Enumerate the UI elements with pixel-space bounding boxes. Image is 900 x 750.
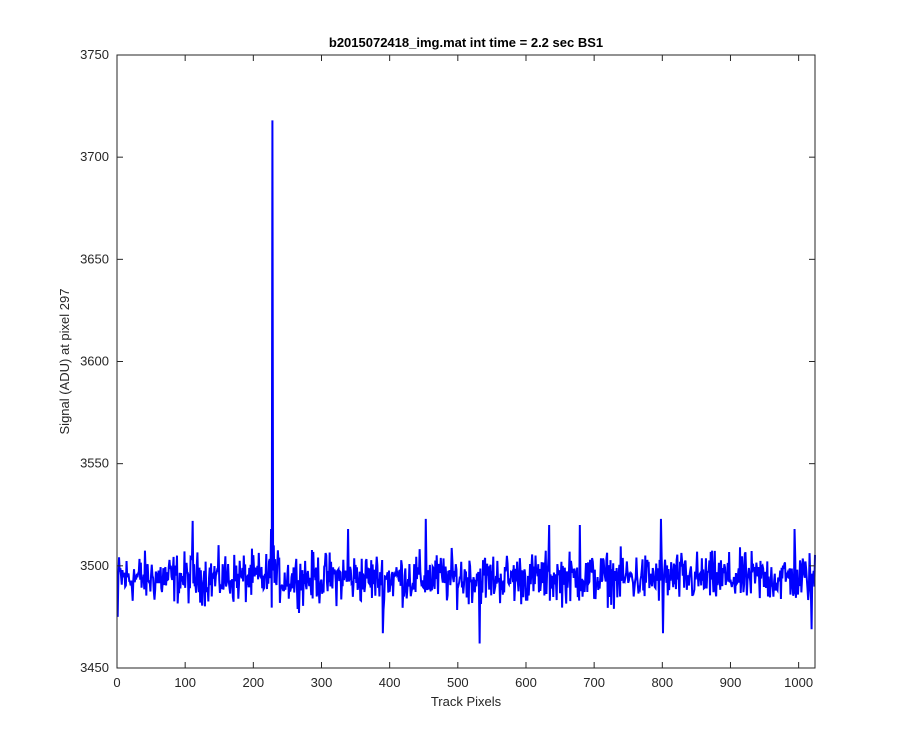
chart-title: b2015072418_img.mat int time = 2.2 sec B… xyxy=(329,35,603,50)
x-tick-label: 700 xyxy=(583,675,605,690)
x-tick-label: 500 xyxy=(447,675,469,690)
y-tick-label: 3500 xyxy=(80,558,109,573)
x-tick-label: 900 xyxy=(720,675,742,690)
y-tick-label: 3650 xyxy=(80,251,109,266)
x-tick-label: 0 xyxy=(113,675,120,690)
x-tick-label: 800 xyxy=(651,675,673,690)
y-axis-label: Signal (ADU) at pixel 297 xyxy=(57,289,72,435)
x-tick-label: 200 xyxy=(242,675,264,690)
series-layer xyxy=(116,120,816,644)
y-tick-label: 3750 xyxy=(80,47,109,62)
x-tick-label: 400 xyxy=(379,675,401,690)
x-tick-label: 100 xyxy=(174,675,196,690)
x-tick-label: 600 xyxy=(515,675,537,690)
x-tick-label: 300 xyxy=(311,675,333,690)
x-tick-label: 1000 xyxy=(784,675,813,690)
signal-series-line xyxy=(116,120,816,644)
y-tick-label: 3700 xyxy=(80,149,109,164)
y-tick-label: 3550 xyxy=(80,456,109,471)
x-axis-label: Track Pixels xyxy=(431,694,502,709)
y-axis-ticks: 3450 3500 3550 3600 3650 3700 3750 xyxy=(80,47,815,675)
x-axis-ticks: 0 100 200 300 400 500 600 700 800 900 1000 xyxy=(113,55,813,690)
y-tick-label: 3450 xyxy=(80,660,109,675)
y-tick-label: 3600 xyxy=(80,354,109,369)
